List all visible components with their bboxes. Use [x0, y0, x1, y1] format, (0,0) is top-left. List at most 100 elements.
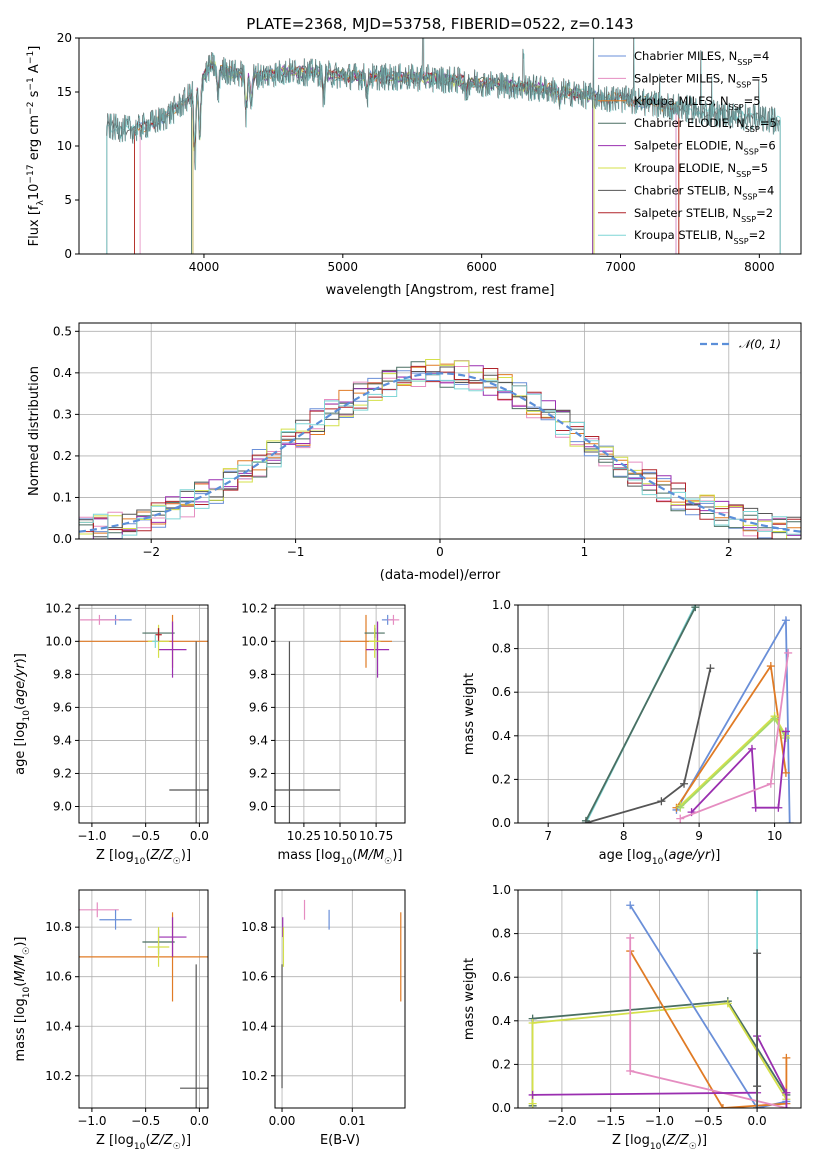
legend-label: Kroupa MILES, NSSP=5	[634, 94, 761, 112]
mass-vs-Z-panel: −1.0 −0.5 0.0 10.2 10.4 10.6 10.8 Z [log10(Z/Z☉…	[13, 889, 209, 1152]
weight-marker	[751, 803, 760, 812]
y-tick-label: 10.2	[45, 601, 72, 615]
weight-vs-age-panel: 7 8 9 10 0.0 0.2 0.4 0.6 0.8 1.0 age [log10(age/yr…	[462, 598, 802, 867]
legend-label: Chabrier STELIB, NSSP=4	[634, 183, 774, 201]
x-tick-label: −2	[142, 545, 160, 559]
x-axis-label: Z [log10(Z/Z☉)]	[96, 848, 191, 867]
y-tick-label: 9.4	[249, 733, 268, 747]
weight-marker	[528, 1090, 537, 1099]
weight-marker	[781, 768, 790, 777]
legend-label: Chabrier MILES, NSSP=4	[634, 49, 769, 67]
weight-marker	[782, 1053, 791, 1062]
x-tick-label: 10.50	[323, 829, 357, 843]
y-tick-label: 1.0	[492, 598, 511, 612]
legend-label: Chabrier ELODIE, NSSP=5	[634, 116, 777, 134]
x-tick-label: 10.25	[287, 829, 321, 843]
y-tick-label: 10.8	[241, 920, 268, 934]
x-tick-label: 0.00	[269, 1114, 296, 1128]
weight-marker	[753, 949, 762, 958]
weight-marker	[723, 999, 732, 1008]
legend-label: Salpeter MILES, NSSP=5	[634, 71, 768, 89]
y-tick-label: 0.1	[53, 490, 72, 504]
weight-marker	[782, 1088, 791, 1097]
y-tick-label: 10.6	[241, 970, 268, 984]
y-axis-label: mass weight	[462, 673, 477, 755]
x-axis-label: age [log10(age/yr)]	[599, 848, 721, 867]
y-tick-label: 9.6	[53, 700, 72, 714]
y-tick-label: 9.2	[249, 766, 268, 780]
legend-label: Salpeter ELODIE, NSSP=6	[634, 139, 776, 157]
x-tick-label: 2	[725, 545, 733, 559]
y-tick-label: 9.6	[249, 700, 268, 714]
y-axis-label: age [log10(age/yr)]	[13, 653, 32, 775]
histogram-series	[79, 365, 801, 539]
y-tick-label: 0.4	[492, 729, 511, 743]
spectrum-panel: 4000 5000 6000 7000 8000 0 5 10 15 20 PLATE=2368, …	[26, 15, 802, 298]
x-tick-label: 10	[767, 829, 782, 843]
weight-marker	[626, 1066, 635, 1075]
axes-frame	[78, 889, 209, 1109]
y-tick-label: 0.0	[53, 532, 72, 546]
x-axis-label: (data-model)/error	[380, 568, 501, 583]
model-overlay-line	[107, 38, 781, 171]
y-tick-label: 10.8	[45, 920, 72, 934]
weight-marker	[782, 1104, 791, 1108]
y-tick-label: 0.4	[492, 1014, 511, 1028]
y-tick-label: 0.6	[492, 970, 511, 984]
x-tick-label: −0.5	[131, 1114, 160, 1128]
y-axis-label: Normed distribution	[27, 366, 42, 496]
weight-series-line	[585, 667, 712, 823]
legend-label: 𝒩(0, 1)	[739, 337, 781, 351]
axes-frame	[517, 604, 802, 824]
y-tick-label: 10.6	[45, 970, 72, 984]
x-tick-label: 9	[695, 829, 703, 843]
y-tick-label: 0	[64, 247, 72, 261]
y-axis-label: Flux [fλ10−17 erg cm−2 s−1 A−1]	[26, 46, 46, 247]
x-tick-label: 0.01	[339, 1114, 366, 1128]
axes-frame	[274, 889, 406, 1109]
y-tick-label: 20	[57, 31, 72, 45]
x-tick-label: 8	[620, 829, 628, 843]
y-tick-label: 1.0	[492, 883, 511, 897]
x-axis-label: wavelength [Angstrom, rest frame]	[326, 283, 555, 298]
x-tick-label: 6000	[466, 260, 497, 274]
weight-marker	[781, 616, 790, 625]
x-tick-label: −0.5	[694, 1114, 723, 1128]
x-axis-label: E(B-V)	[320, 1133, 360, 1148]
weight-vs-Z-panel: −2.0 −1.5 −1.0 −0.5 0.0 0.0 0.2 0.4 0.6 0.8 1.0 Z […	[462, 883, 802, 1152]
age-vs-mass-panel: 10.25 10.50 10.75 9.0 9.2 9.4 9.6 9.8 10.0 10.2 ma…	[241, 601, 406, 867]
y-tick-label: 9.8	[249, 667, 268, 681]
y-tick-label: 10.2	[241, 1069, 268, 1083]
y-tick-label: 0.0	[492, 816, 511, 830]
y-tick-label: 10.0	[45, 634, 72, 648]
y-tick-label: 10	[57, 139, 72, 153]
weight-marker	[528, 1018, 537, 1027]
legend-label: Kroupa ELODIE, NSSP=5	[634, 161, 768, 179]
y-tick-label: 0.5	[53, 324, 72, 338]
x-tick-label: 5000	[328, 260, 359, 274]
weight-marker	[528, 1099, 537, 1108]
weight-marker	[626, 901, 635, 910]
y-tick-label: 0.8	[492, 642, 511, 656]
residuals-panel: −2 −1 0 1 2 0.0 0.1 0.2 0.3 0.4 0.5 (data-model)/er…	[27, 322, 802, 583]
y-tick-label: 0.3	[53, 407, 72, 421]
weight-marker	[691, 605, 700, 612]
x-axis-label: Z [log10(Z/Z☉)]	[612, 1133, 707, 1152]
legend-label: Kroupa STELIB, NSSP=2	[634, 228, 766, 246]
normal-curve	[79, 372, 801, 533]
weight-marker	[676, 803, 685, 812]
age-vs-Z-panel: −1.0 −0.5 0.0 9.0 9.2 9.4 9.6 9.8 10.0 10.2 Z [log…	[13, 601, 209, 867]
x-tick-label: 0.0	[190, 1114, 209, 1128]
x-tick-label: −1.0	[77, 1114, 106, 1128]
y-tick-label: 10.2	[241, 601, 268, 615]
y-tick-label: 0.2	[53, 449, 72, 463]
weight-marker	[680, 779, 689, 788]
x-tick-label: 7000	[605, 260, 636, 274]
weight-series-line	[629, 950, 788, 1108]
y-tick-label: 10.4	[241, 1019, 268, 1033]
x-tick-label: 1	[581, 545, 589, 559]
weight-marker	[770, 714, 779, 723]
y-tick-label: 10.2	[45, 1069, 72, 1083]
axes-frame	[517, 889, 802, 1109]
